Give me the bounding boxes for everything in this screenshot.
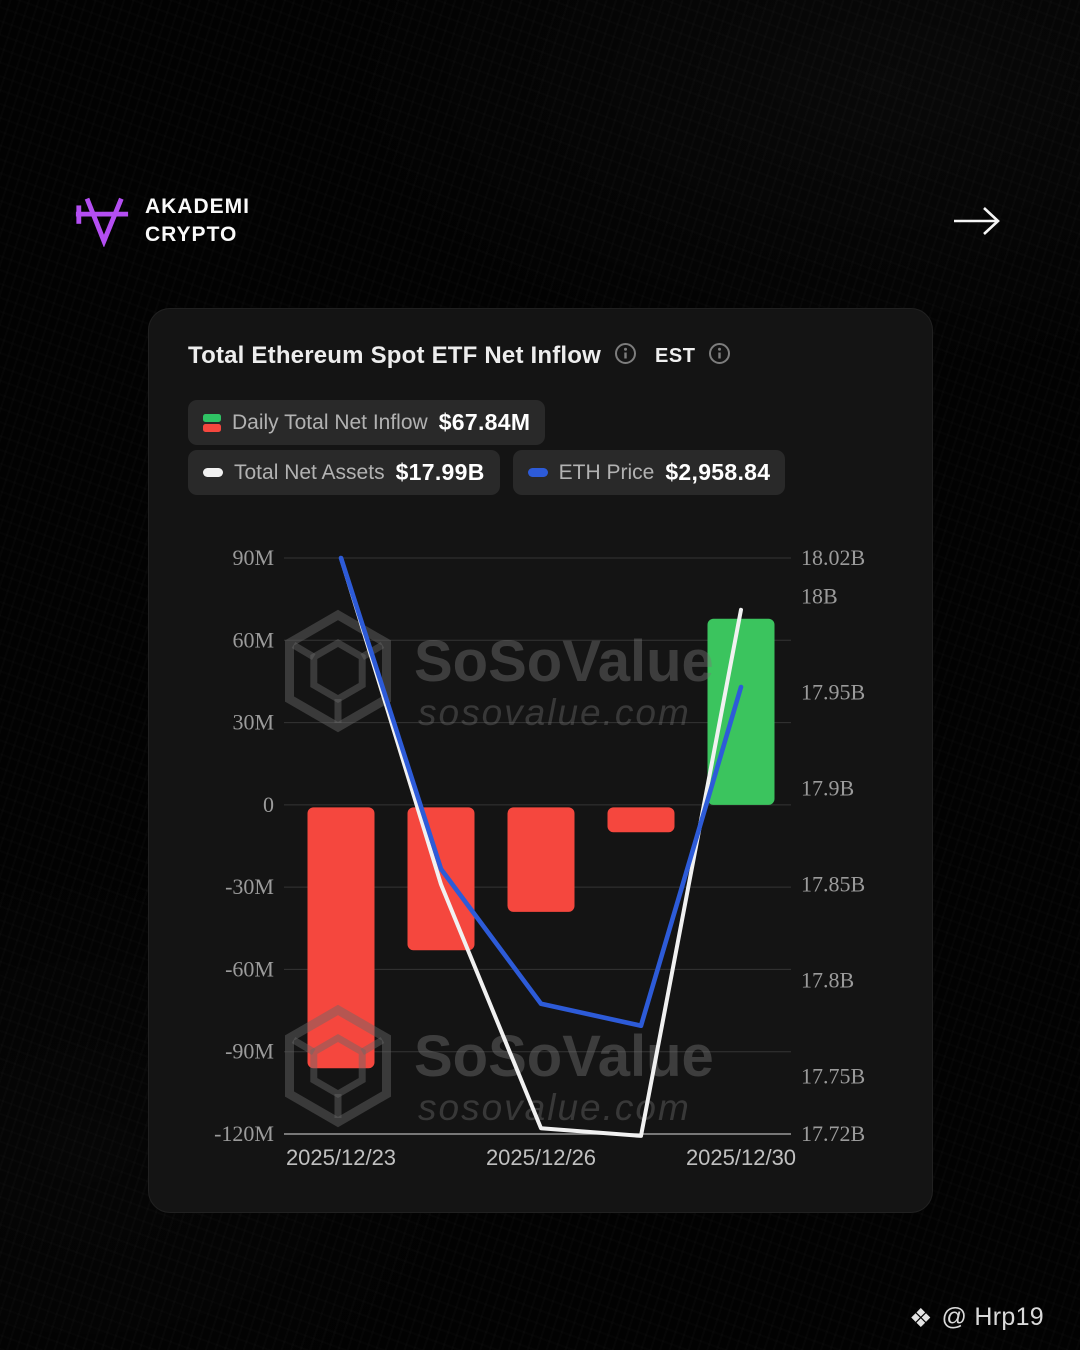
legend-row-1: Daily Total Net Inflow $67.84M xyxy=(188,400,546,445)
left-axis-labels: 90M 60M 30M 0 -30M -60M -90M -120M xyxy=(214,545,274,1146)
card-title-row: Total Ethereum Spot ETF Net Inflow EST xyxy=(188,342,731,370)
y-tick-label: 17.9B xyxy=(801,775,854,800)
sosovalue-watermark: SoSoValuesosovalue.comSoSoValuesosovalue… xyxy=(285,609,714,1128)
legend-label: Total Net Assets xyxy=(234,460,385,484)
x-tick-label: 2025/12/26 xyxy=(486,1145,596,1170)
watermark-name: SoSoValue xyxy=(414,629,714,694)
y-tick-label: -120M xyxy=(214,1121,274,1146)
legend-badge-daily-inflow[interactable]: Daily Total Net Inflow $67.84M xyxy=(188,400,546,445)
legend-label: Daily Total Net Inflow xyxy=(232,410,428,434)
inflow-bar[interactable] xyxy=(307,807,375,1069)
x-axis-labels: 2025/12/23 2025/12/26 2025/12/30 xyxy=(286,1145,796,1170)
x-tick-label: 2025/12/23 xyxy=(286,1145,396,1170)
brand-line1: AKADEMI xyxy=(145,194,250,218)
inflow-bar[interactable] xyxy=(707,618,775,805)
eth-price-line[interactable] xyxy=(338,555,744,1029)
legend-label: ETH Price xyxy=(558,460,655,484)
legend-row-2: Total Net Assets $17.99B ETH Price $2,95… xyxy=(188,450,786,495)
green-red-bar-icon xyxy=(203,413,221,432)
brand-name: AKADEMI CRYPTO xyxy=(145,193,250,249)
legend-badge-eth-price[interactable]: ETH Price $2,958.84 xyxy=(512,450,786,495)
watermark-name: SoSoValue xyxy=(414,1024,714,1089)
etf-inflow-chart[interactable]: SoSoValue sosovalue.com SoSoValue sosovalue… xyxy=(156,536,926,1204)
blue-dash-icon xyxy=(527,468,548,477)
brand-line2: CRYPTO xyxy=(145,222,238,246)
inflow-bar[interactable] xyxy=(507,807,575,912)
y-tick-label: 0 xyxy=(263,792,274,817)
card-title: Total Ethereum Spot ETF Net Inflow xyxy=(188,342,602,369)
brand: AKADEMI CRYPTO xyxy=(73,189,250,252)
legend-value: $17.99B xyxy=(395,459,485,485)
y-tick-label: -30M xyxy=(225,874,274,899)
y-tick-label: 17.95B xyxy=(801,679,865,704)
y-tick-label: 18B xyxy=(801,583,838,608)
strikethrough-v-logo-icon xyxy=(73,189,131,252)
legend-value: $2,958.84 xyxy=(665,459,771,485)
y-tick-label: -90M xyxy=(225,1039,274,1064)
sosovalue-hexagon-icon xyxy=(285,609,391,733)
binance-diamond-icon: ❖ xyxy=(909,1302,933,1333)
credit: ❖ @ Hrp19 xyxy=(909,1303,1044,1332)
y-tick-label: 18.02B xyxy=(801,545,865,570)
right-axis-labels: 18.02B 18B 17.95B 17.9B 17.85B 17.8B 17.75B 17.… xyxy=(801,545,865,1146)
y-tick-label: 30M xyxy=(232,710,274,735)
y-tick-label: 90M xyxy=(232,545,274,570)
inflow-bar[interactable] xyxy=(607,807,675,833)
legend-badge-net-assets[interactable]: Total Net Assets $17.99B xyxy=(188,450,500,495)
x-tick-label: 2025/12/30 xyxy=(686,1145,796,1170)
timezone-label: EST xyxy=(655,344,696,367)
y-tick-label: 17.8B xyxy=(801,967,854,992)
y-tick-label: 60M xyxy=(232,627,274,652)
right-arrow-icon[interactable] xyxy=(950,202,1006,245)
info-icon[interactable] xyxy=(708,342,731,370)
credit-handle: @ Hrp19 xyxy=(941,1303,1044,1331)
legend-value: $67.84M xyxy=(438,409,531,435)
net-assets-line[interactable] xyxy=(339,556,743,1138)
watermark-domain: sosovalue.com xyxy=(418,692,691,733)
chart-card: Total Ethereum Spot ETF Net Inflow EST D… xyxy=(148,308,933,1213)
y-tick-label: 17.75B xyxy=(801,1063,865,1088)
y-tick-label: 17.72B xyxy=(801,1121,865,1146)
sosovalue-hexagon-icon xyxy=(285,1004,391,1128)
y-tick-label: 17.85B xyxy=(801,871,865,896)
white-dash-icon xyxy=(203,468,223,477)
info-icon[interactable] xyxy=(614,342,637,370)
y-tick-label: -60M xyxy=(225,956,274,981)
